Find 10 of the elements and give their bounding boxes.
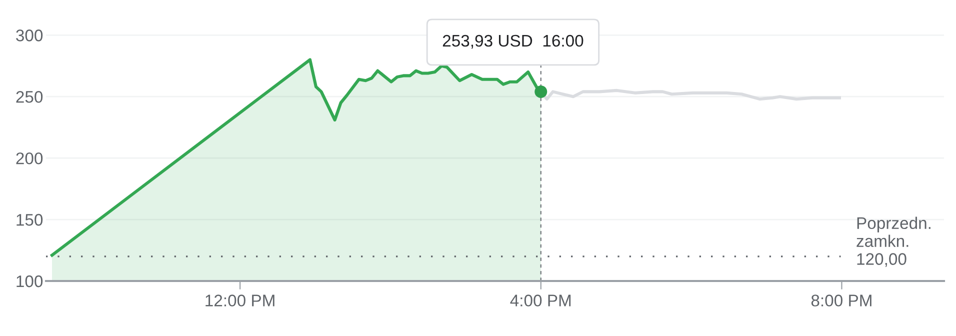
y-tick-label: 100	[16, 275, 43, 288]
annotation: 253,93 USD 16:00	[442, 34, 584, 49]
x-tick-label: 12:00 PM	[206, 294, 274, 306]
y-tick-label: 250	[16, 91, 43, 103]
ref-line-label: Poprzedn. zamkn. 120,00	[856, 216, 930, 267]
y-tick-label: 300	[16, 30, 43, 42]
y-tick-label: 150	[16, 214, 43, 226]
y-tick-label: 200	[16, 152, 43, 164]
x-tick-label: 4:00 PM	[510, 294, 571, 306]
x-tick-label: 8:00 PM	[811, 294, 872, 306]
